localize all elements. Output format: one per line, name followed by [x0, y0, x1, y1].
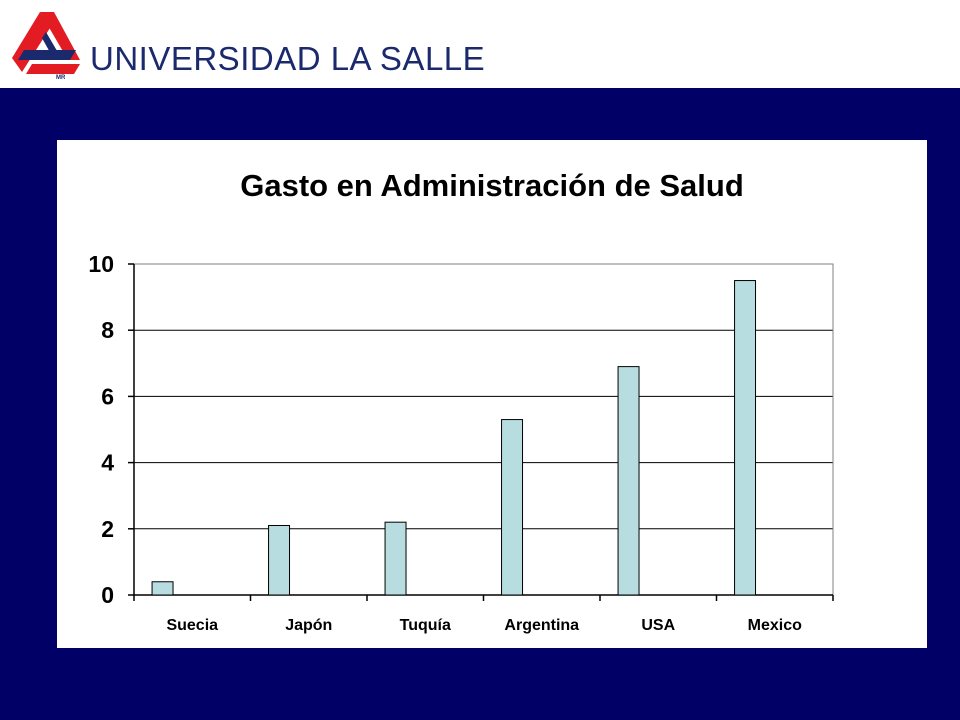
x-tick-label: Tuquía	[400, 617, 451, 634]
x-tick-label: Japón	[285, 617, 332, 634]
bar-japón	[268, 524, 291, 596]
chart-title: Gasto en Administración de Salud	[240, 168, 744, 203]
y-tick-label: 2	[101, 516, 114, 542]
bar-argentina	[501, 419, 524, 596]
logo-text: UNIVERSIDAD LA SALLE	[90, 40, 486, 77]
x-tick-label: Argentina	[504, 617, 579, 634]
y-tick-label: 10	[88, 251, 114, 277]
y-tick-label: 0	[101, 582, 114, 608]
plot-frame	[133, 263, 834, 596]
bar-suecia	[151, 581, 174, 596]
y-tick-label: 8	[101, 317, 114, 343]
y-tick-label: 6	[101, 383, 114, 409]
bar-chart: 0 2 4 6 8 10 Suecia Japón Tuquía Argentina USA Mexi…	[88, 251, 834, 634]
logo-mark-text: MR	[56, 75, 66, 80]
x-tick-label: USA	[641, 617, 675, 634]
x-tick-label: Mexico	[748, 617, 802, 634]
bar-tuquía	[384, 521, 407, 596]
y-tick-label: 4	[101, 450, 114, 476]
x-tick-label: Suecia	[166, 617, 218, 634]
header: MR UNIVERSIDAD LA SALLE	[0, 0, 960, 88]
la-salle-logo-icon: MR	[12, 12, 80, 80]
bar-usa	[617, 366, 640, 596]
bar-mexico	[734, 280, 757, 596]
chart-panel: Gasto en Administración de Salud 0 2 4 6 8 10…	[57, 140, 927, 648]
